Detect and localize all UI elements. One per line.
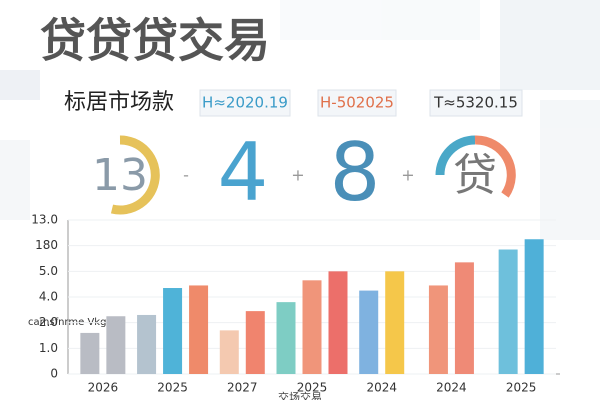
bar [276, 302, 296, 374]
bar [302, 280, 322, 374]
bar [524, 239, 544, 374]
x-tick-label: 2025 [506, 381, 537, 395]
x-tick-label: 2024 [366, 381, 397, 395]
badge-box [199, 89, 291, 117]
bar [137, 314, 157, 374]
bar [189, 285, 209, 374]
badge-box [317, 89, 397, 117]
operator: + [401, 166, 414, 185]
y-tick-label: 5.0 [39, 264, 58, 278]
y-tick-label: 13.0 [31, 213, 58, 227]
badge-text: H≈2020.19 [202, 94, 288, 112]
background-decor [0, 0, 600, 100]
subtitle: 标居市场款 [64, 90, 174, 115]
y-tick-label: 0 [50, 367, 58, 381]
gauge-ring [110, 135, 160, 215]
x-tick-label: 2025 [297, 381, 328, 395]
bar [163, 288, 183, 374]
kpi-value: 贷 [453, 150, 497, 201]
y-tick-label: 1.0 [39, 341, 58, 355]
y-tick-label: 180 [35, 238, 58, 252]
x-tick-label: 2024 [436, 381, 467, 395]
x-tick-label: 2027 [227, 381, 258, 395]
bar [359, 290, 379, 374]
bar [328, 271, 348, 374]
bar [80, 332, 100, 374]
y-tick-label: 2.0 [39, 315, 58, 329]
bar [385, 271, 405, 374]
bar [454, 262, 474, 374]
kpi-value: 4 [218, 126, 269, 219]
kpi-value: 13 [92, 150, 148, 201]
operator: - [183, 166, 189, 185]
bar [245, 311, 265, 374]
bar [219, 330, 239, 374]
title: 贷贷贷交易 [40, 14, 270, 68]
y-tick-label: 4.0 [39, 290, 58, 304]
x-axis-title: 交场交易 [278, 390, 322, 400]
badge-text: H-502025 [320, 94, 394, 112]
bar [498, 249, 518, 374]
x-tick-label: 2025 [157, 381, 188, 395]
operator: + [291, 166, 304, 185]
gauge-ring [435, 135, 476, 176]
bar [428, 285, 448, 374]
badge-box [429, 89, 523, 117]
gauge-ring [474, 135, 516, 198]
x-tick-label: 2026 [88, 381, 119, 395]
kpi-value: 8 [330, 126, 381, 219]
bar [106, 316, 126, 374]
badge-text: T≈5320.15 [433, 94, 518, 112]
y-axis-title: camsfnrme Vkg [28, 317, 106, 328]
